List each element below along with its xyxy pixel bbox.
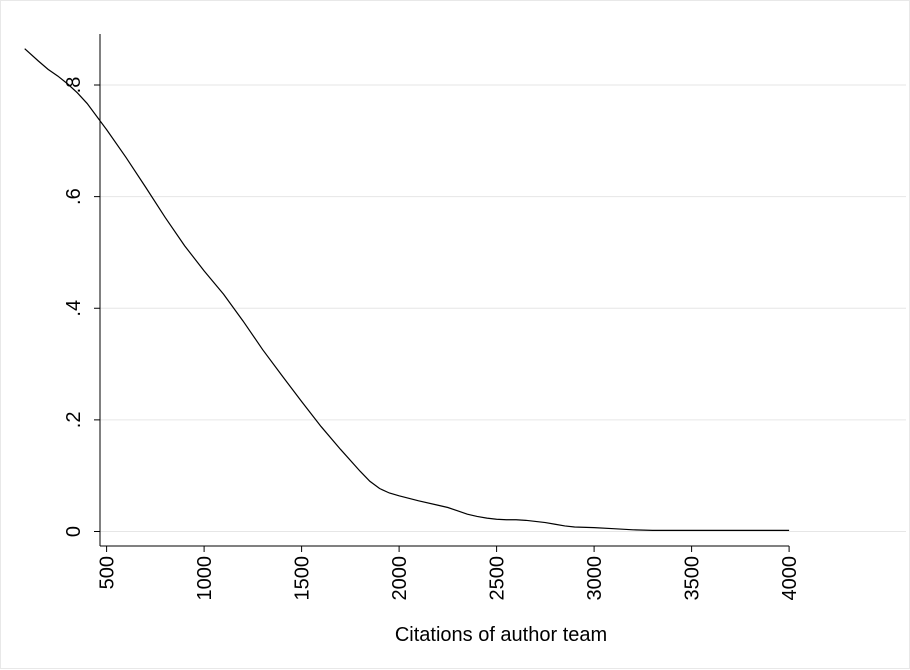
series-line xyxy=(24,48,790,531)
y-tick-label: .8 xyxy=(63,77,85,94)
y-tick-label: 0 xyxy=(63,526,85,537)
x-tick-label: 3500 xyxy=(682,556,704,601)
grid-lines xyxy=(100,84,906,532)
x-tick-label: 500 xyxy=(97,556,119,589)
x-tick-label: 1500 xyxy=(292,556,314,601)
y-tick-label: .4 xyxy=(63,300,85,317)
x-tick-label: 3000 xyxy=(584,556,606,601)
axes xyxy=(99,34,790,547)
x-tick-label: 4000 xyxy=(779,556,801,601)
x-tick-label: 1000 xyxy=(194,556,216,601)
y-tick-label: .2 xyxy=(63,412,85,429)
x-axis-title: Citations of author team xyxy=(395,624,607,646)
y-axis-ticks: 0 .2 .4 .6 .8 xyxy=(63,77,100,537)
x-tick-label: 2000 xyxy=(389,556,411,601)
x-tick-label: 2500 xyxy=(487,556,509,601)
x-axis-ticks: 500 1000 1500 2000 2500 3000 3500 4000 xyxy=(97,546,801,601)
y-tick-label: .6 xyxy=(63,188,85,205)
